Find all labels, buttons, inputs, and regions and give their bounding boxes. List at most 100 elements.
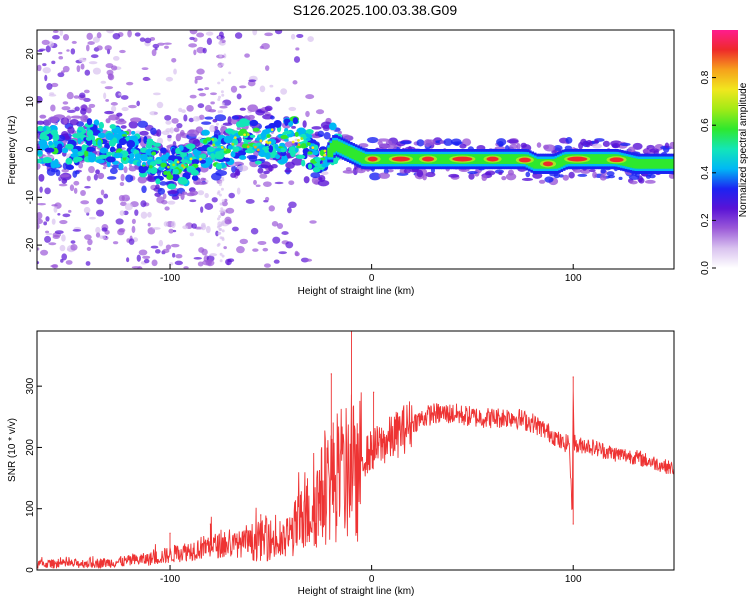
spectrogram-noise-blob xyxy=(40,249,49,256)
colorbar-ticks: 0.0 0.2 0.4 0.6 0.8 xyxy=(700,70,716,275)
spectrogram-noise-blob xyxy=(169,127,174,134)
spectrogram-noise-blob xyxy=(209,253,218,257)
spectrogram-noise-blob xyxy=(230,85,238,93)
spectrogram-ridge-blob xyxy=(105,132,114,141)
spectrogram-halo-blob xyxy=(423,139,432,148)
spectrogram-noise-blob xyxy=(126,257,130,263)
spectrogram-noise-blob xyxy=(217,35,221,39)
spectrogram-halo-blob xyxy=(585,141,591,148)
spectrogram-noise-blob xyxy=(219,202,223,206)
spectrogram-noise-blob xyxy=(131,225,136,234)
spectrogram-noise-blob xyxy=(58,51,63,55)
spectrogram-noise-blob xyxy=(112,241,119,245)
spectrogram-noise-blob xyxy=(182,225,189,230)
spectrogram-noise-blob xyxy=(99,235,107,240)
spectrogram-halo-blob xyxy=(181,191,188,195)
spectrogram-noise-blob xyxy=(127,30,132,38)
spectrogram-ridge-blob xyxy=(274,144,279,150)
spectrogram-ridge-blob xyxy=(155,178,161,185)
spectrogram-noise-blob xyxy=(142,255,151,259)
spectrogram-noise-blob xyxy=(37,223,40,230)
spectrogram-halo-blob xyxy=(106,176,117,180)
spectrogram-noise-blob xyxy=(280,88,288,95)
spectrogram-noise-blob xyxy=(227,258,235,263)
spectrogram-noise-blob xyxy=(84,234,92,240)
spectrogram-halo-blob xyxy=(150,127,157,135)
spectrogram-noise-blob xyxy=(204,193,209,199)
spectrogram-noise-blob xyxy=(221,229,225,233)
spectrogram-halo-blob xyxy=(116,112,123,117)
spectrogram-noise-blob xyxy=(173,127,180,133)
spectrogram-noise-blob xyxy=(164,114,172,121)
spectrogram-noise-blob xyxy=(80,190,86,196)
spectrogram-noise-blob xyxy=(200,206,204,213)
spectrogram-noise-blob xyxy=(206,37,213,45)
snr-plot-area xyxy=(37,331,674,570)
colorbar: 0.0 0.2 0.4 0.6 0.8 Normalized spectral ampl… xyxy=(700,30,749,275)
snr-peak-point xyxy=(330,373,332,375)
spectrogram-noise-blob xyxy=(236,246,245,254)
spectrogram-noise-blob xyxy=(174,260,183,266)
spectrogram-sparkle xyxy=(246,133,250,136)
spectrogram-ridge-blob xyxy=(214,141,221,146)
spectrogram-noise-blob xyxy=(215,230,219,237)
spectrogram-sparkle xyxy=(199,157,202,161)
spectrogram-ridge-blob xyxy=(77,126,85,131)
spectrogram-noise-blob xyxy=(101,227,108,232)
spectrogram-noise-blob xyxy=(189,36,195,41)
spectrogram-ridge-blob xyxy=(319,157,326,161)
snr-x-tick-label: 0 xyxy=(369,574,375,585)
spectrogram-noise-blob xyxy=(285,241,294,249)
spectrogram-sparkle xyxy=(243,133,247,137)
spectrogram-noise-blob xyxy=(150,245,159,249)
spectrogram-noise-blob xyxy=(295,47,300,51)
snr-y-tick-label: 200 xyxy=(25,439,36,456)
spectrogram-y-tick-label: -10 xyxy=(25,190,36,205)
spectrogram-halo-blob xyxy=(311,126,322,130)
spectrogram-noise-blob xyxy=(181,109,186,113)
spectrogram-ridge-blob xyxy=(37,150,43,156)
spectrogram-noise-blob xyxy=(183,114,188,122)
spectrogram-noise-blob xyxy=(37,162,41,170)
spectrogram-halo-blob xyxy=(520,142,527,148)
spectrogram-noise-blob xyxy=(198,247,205,253)
spectrogram-halo-blob xyxy=(507,169,514,176)
spectrogram-halo-blob xyxy=(46,168,56,176)
spectrogram-noise-blob xyxy=(257,240,267,245)
spectrogram-noise-blob xyxy=(191,223,197,229)
spectrogram-noise-blob xyxy=(218,193,222,197)
spectrogram-noise-blob xyxy=(65,260,73,265)
spectrogram-sparkle xyxy=(265,140,269,144)
spectrogram-ridge-blob xyxy=(223,150,231,154)
spectrogram-noise-blob xyxy=(197,190,205,196)
spectrogram-noise-blob xyxy=(211,197,218,203)
spectrogram-noise-blob xyxy=(220,210,224,214)
spectrogram-noise-blob xyxy=(272,236,281,244)
spectrogram-ridge-blob xyxy=(37,125,45,132)
spectrogram-halo-blob xyxy=(204,116,214,120)
spectrogram-halo-blob xyxy=(521,177,534,181)
spectrogram-noise-blob xyxy=(171,117,179,124)
spectrogram-ridge-blob xyxy=(92,140,97,145)
spectrogram-noise-blob xyxy=(44,235,52,243)
spectrogram-ridge-blob xyxy=(98,154,109,159)
spectrogram-noise-blob xyxy=(221,221,225,225)
spectrogram-sparkle xyxy=(270,128,274,132)
spectrogram-halo-blob xyxy=(167,190,178,195)
spectrogram-noise-blob xyxy=(192,115,201,122)
spectrogram-ridge-blob xyxy=(171,147,176,156)
spectrogram-ridge-blob xyxy=(254,160,262,165)
snr-axes: -100 0 100 0 100 200 300 xyxy=(25,377,582,585)
spectrogram-noise-blob xyxy=(51,218,56,225)
spectrogram-ridge-blob xyxy=(185,143,196,150)
snr-peak-point xyxy=(572,376,574,378)
spectrogram-ridge-blob xyxy=(312,149,319,156)
spectrogram-ridge-blob xyxy=(249,134,256,139)
spectrogram-noise-blob xyxy=(62,65,70,73)
spectrogram-ridge-blob xyxy=(280,134,288,140)
spectrogram-ridge-blob xyxy=(65,157,73,165)
spectrogram-noise-blob xyxy=(110,102,118,106)
spectrogram-noise-blob xyxy=(70,240,76,244)
spectrogram-ridge-blob xyxy=(131,130,136,135)
spectrogram-noise-blob xyxy=(165,244,172,250)
